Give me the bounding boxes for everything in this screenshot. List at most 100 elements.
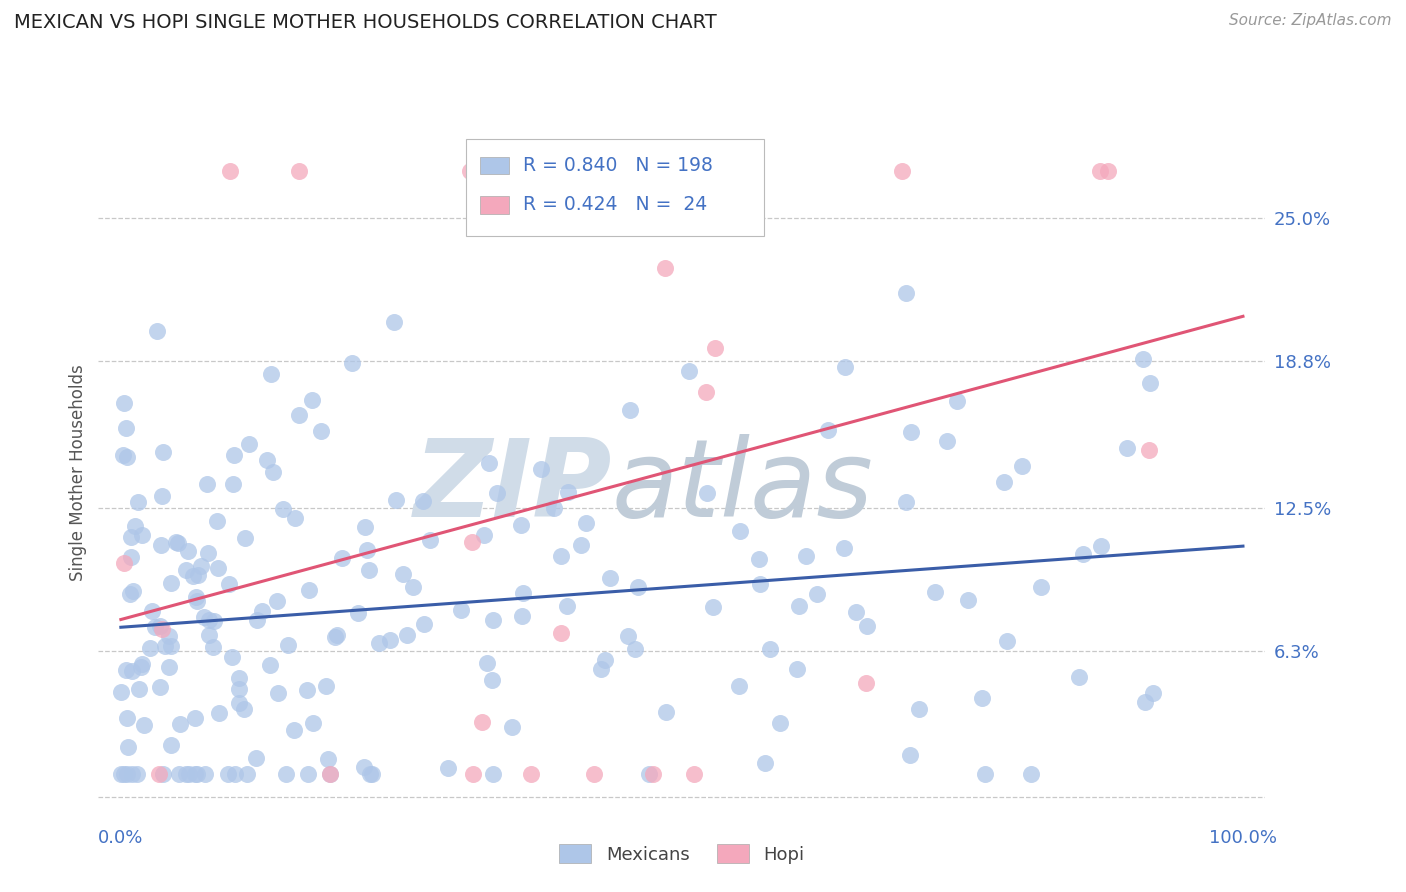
Point: [354, 520, 377, 534]
Point: [277, 638, 299, 652]
Point: [266, 594, 288, 608]
Point: [368, 636, 391, 650]
Point: [353, 760, 375, 774]
Point: [856, 619, 879, 633]
Text: atlas: atlas: [612, 434, 873, 539]
Point: [160, 576, 183, 591]
Point: [619, 403, 641, 417]
Point: [146, 324, 169, 338]
Point: [924, 585, 946, 599]
Point: [198, 628, 221, 642]
Point: [298, 583, 321, 598]
Point: [754, 756, 776, 771]
Point: [315, 679, 337, 693]
Point: [250, 604, 273, 618]
Point: [139, 641, 162, 656]
Point: [284, 510, 307, 524]
Point: [412, 493, 434, 508]
Point: [898, 748, 921, 763]
Point: [148, 767, 170, 781]
Point: [120, 530, 142, 544]
Point: [472, 527, 495, 541]
Point: [218, 577, 240, 591]
Point: [855, 675, 877, 690]
Point: [326, 628, 349, 642]
Point: [512, 586, 534, 600]
Point: [125, 767, 148, 781]
Point: [599, 571, 621, 585]
Point: [148, 619, 170, 633]
Point: [218, 164, 240, 178]
Point: [624, 642, 647, 657]
Point: [150, 622, 173, 636]
Point: [177, 544, 200, 558]
Point: [274, 767, 297, 781]
Point: [1133, 695, 1156, 709]
Point: [194, 767, 217, 781]
Point: [1011, 458, 1033, 473]
FancyBboxPatch shape: [465, 139, 763, 236]
Point: [121, 767, 143, 781]
Point: [557, 484, 579, 499]
Point: [186, 594, 208, 608]
Point: [550, 549, 572, 564]
Point: [727, 679, 749, 693]
Point: [124, 519, 146, 533]
Point: [935, 434, 957, 448]
Point: [501, 720, 523, 734]
Point: [382, 315, 405, 329]
Point: [571, 538, 593, 552]
Point: [202, 640, 225, 654]
Point: [845, 605, 868, 619]
Point: [297, 683, 319, 698]
Point: [222, 476, 245, 491]
Point: [696, 486, 718, 500]
Point: [1029, 580, 1052, 594]
Point: [342, 356, 364, 370]
Point: [530, 461, 553, 475]
Point: [471, 714, 494, 729]
Point: [461, 534, 484, 549]
Point: [141, 603, 163, 617]
Point: [301, 716, 323, 731]
Point: [894, 494, 917, 508]
Point: [617, 629, 640, 643]
Point: [1116, 442, 1139, 456]
Point: [224, 767, 246, 781]
Point: [908, 702, 931, 716]
Text: R = 0.424   N =  24: R = 0.424 N = 24: [523, 195, 707, 214]
Point: [169, 716, 191, 731]
Point: [1090, 539, 1112, 553]
Point: [392, 567, 415, 582]
Point: [262, 465, 284, 479]
Point: [974, 767, 997, 781]
Point: [550, 625, 572, 640]
Point: [396, 628, 419, 642]
Point: [543, 500, 565, 515]
Point: [181, 569, 204, 583]
Y-axis label: Single Mother Households: Single Mother Households: [69, 365, 87, 581]
Point: [207, 561, 229, 575]
Point: [121, 584, 143, 599]
Point: [197, 476, 219, 491]
Point: [769, 715, 792, 730]
Point: [202, 615, 225, 629]
Point: [112, 395, 135, 409]
Point: [957, 593, 980, 607]
Point: [150, 538, 173, 552]
Point: [461, 767, 484, 781]
Point: [233, 532, 256, 546]
Point: [228, 671, 250, 685]
Point: [482, 613, 505, 627]
Point: [152, 445, 174, 459]
Point: [297, 767, 319, 781]
Point: [134, 718, 156, 732]
Point: [283, 723, 305, 737]
Text: R = 0.840   N = 198: R = 0.840 N = 198: [523, 156, 713, 175]
Point: [378, 632, 401, 647]
Point: [228, 696, 250, 710]
Point: [217, 767, 239, 781]
Point: [806, 587, 828, 601]
Point: [174, 563, 197, 577]
Point: [174, 767, 197, 781]
